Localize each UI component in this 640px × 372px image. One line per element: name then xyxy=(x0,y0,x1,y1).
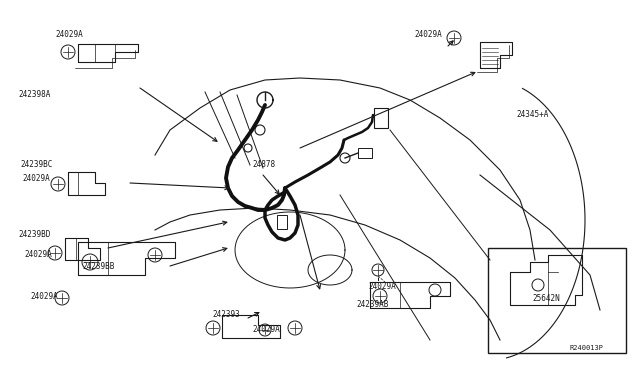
Text: 24029A: 24029A xyxy=(252,325,280,334)
Text: 24878: 24878 xyxy=(252,160,275,169)
Text: R240013P: R240013P xyxy=(570,345,604,351)
Text: 24029A: 24029A xyxy=(368,282,396,291)
Text: 24029A: 24029A xyxy=(414,30,442,39)
Bar xyxy=(277,215,287,229)
Text: 24239BC: 24239BC xyxy=(20,160,52,169)
Text: 24029A: 24029A xyxy=(24,250,52,259)
Bar xyxy=(374,108,388,128)
Text: 24239BB: 24239BB xyxy=(82,262,115,271)
Text: 24239BD: 24239BD xyxy=(18,230,51,239)
Text: 242393: 242393 xyxy=(212,310,240,319)
Text: 24029A: 24029A xyxy=(55,30,83,39)
Text: 24029A: 24029A xyxy=(30,292,58,301)
Bar xyxy=(488,248,626,353)
Text: 24029A: 24029A xyxy=(22,174,50,183)
Text: 24345+A: 24345+A xyxy=(516,110,548,119)
Bar xyxy=(358,148,372,158)
Text: 25642N: 25642N xyxy=(532,294,560,303)
Text: 242398A: 242398A xyxy=(18,90,51,99)
Text: 24239AB: 24239AB xyxy=(356,300,388,309)
